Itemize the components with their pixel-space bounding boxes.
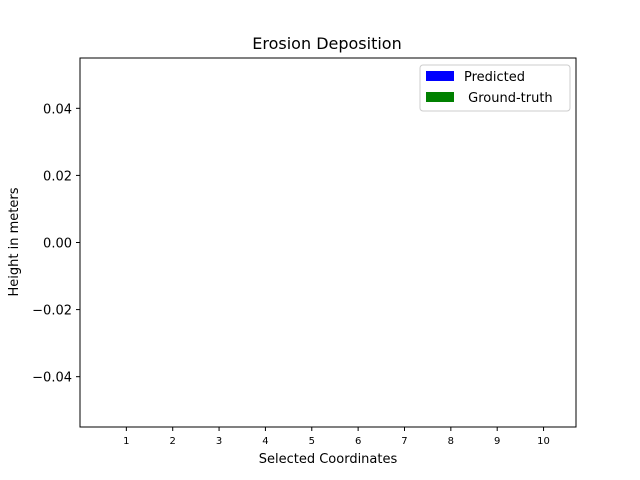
y-axis-label: Height in meters — [7, 187, 22, 296]
x-tick-label: 10 — [537, 436, 550, 447]
x-tick-label: 4 — [262, 436, 268, 447]
legend-box — [419, 64, 571, 112]
x-axis-label: Selected Coordinates — [259, 452, 398, 467]
y-tick-label: −0.04 — [32, 371, 72, 386]
x-tick-label: 7 — [401, 436, 407, 447]
x-tick-label: 6 — [355, 436, 361, 447]
legend-label-predicted: Predicted — [464, 70, 525, 85]
chart-title: Erosion Deposition — [252, 34, 401, 53]
y-axis-ticks: 0.04 0.02 0.00 −0.02 −0.04 — [32, 102, 80, 386]
x-tick-label: 1 — [123, 436, 129, 447]
axes-frame — [79, 57, 577, 428]
legend-label-ground-truth: Ground-truth — [464, 91, 553, 106]
x-tick-label: 5 — [309, 436, 315, 447]
y-tick-label: 0.00 — [43, 237, 72, 252]
plot-area: 1 2 3 4 5 6 7 8 9 10 0.04 0.02 0.00 −0.02 −0.04 — [32, 57, 577, 447]
x-tick-label: 8 — [448, 436, 454, 447]
x-tick-label: 9 — [494, 436, 500, 447]
y-tick-label: 0.04 — [43, 102, 72, 117]
y-tick-label: 0.02 — [43, 169, 72, 184]
legend-swatch-predicted — [426, 71, 454, 81]
x-tick-label: 3 — [216, 436, 222, 447]
y-tick-label: −0.02 — [32, 304, 72, 319]
legend-swatch-ground-truth — [426, 92, 454, 102]
legend: Predicted Ground-truth — [419, 64, 571, 112]
x-axis-ticks: 1 2 3 4 5 6 7 8 9 10 — [123, 427, 550, 447]
x-tick-label: 2 — [170, 436, 176, 447]
